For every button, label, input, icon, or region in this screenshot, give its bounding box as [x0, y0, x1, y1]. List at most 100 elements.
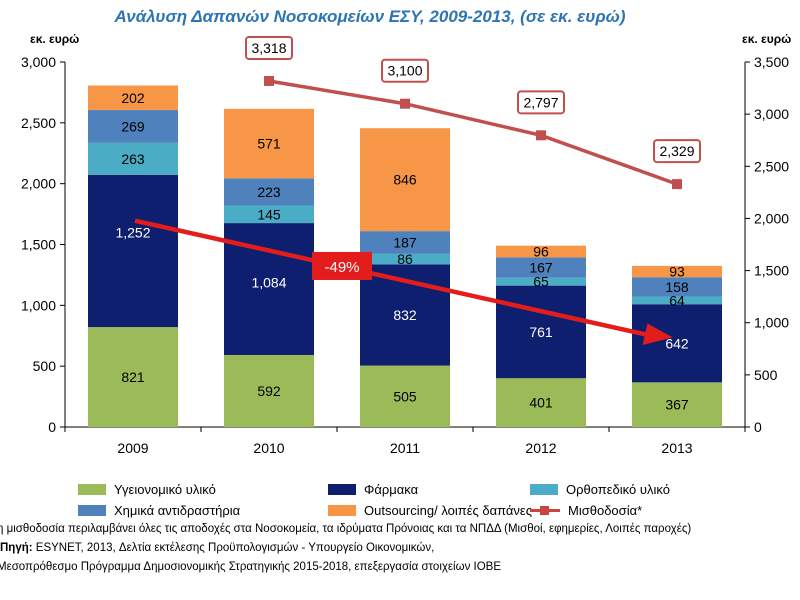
bar-data-label: 96: [533, 244, 549, 260]
y-tick-label-right: 3,000: [754, 106, 789, 122]
bar-data-label: 1,084: [251, 274, 286, 290]
bar-data-label: 167: [529, 260, 553, 276]
bar-data-label: 846: [393, 172, 417, 188]
payroll-marker: [536, 130, 546, 141]
bar-segment: [496, 378, 586, 427]
bar-data-label: 832: [393, 307, 417, 323]
bar-data-label: 86: [397, 251, 413, 267]
x-tick-label: 2010: [253, 440, 284, 456]
bar-segment: [496, 277, 586, 286]
legend-swatch: [328, 484, 356, 495]
bar-segment: [496, 245, 586, 258]
legend-label: Outsourcing/ λοιπές δαπάνες: [364, 503, 532, 518]
legend-swatch: [78, 505, 106, 516]
payroll-data-label-box: [517, 90, 565, 115]
bar-segment: [632, 265, 722, 278]
y-tick-label-right: 1,000: [754, 315, 789, 331]
payroll-data-label-box: [381, 58, 429, 83]
footnotes: η μισθοδοσία περιλαμβάνει όλες τις αποδο…: [0, 520, 800, 577]
bar-data-label: 401: [529, 395, 553, 411]
bar-segment: [88, 174, 178, 328]
bar-segment: [88, 85, 178, 111]
legend-item-medical-supplies: Υγειονομικό υλικό: [78, 482, 216, 497]
bar-segment: [360, 253, 450, 265]
legend-line-swatch: [530, 505, 560, 516]
decline-badge: [312, 251, 372, 280]
bar-data-label: 761: [529, 324, 553, 340]
bar-data-label: 269: [121, 118, 145, 134]
bar-segment: [360, 231, 450, 254]
x-tick-label: 2012: [525, 440, 556, 456]
bar-segment: [224, 108, 314, 179]
bar-segment: [632, 382, 722, 427]
bar-segment: [632, 296, 722, 305]
y-tick-label-left: 1,500: [21, 237, 56, 253]
bar-segment: [360, 365, 450, 427]
payroll-marker: [400, 98, 410, 109]
chart-svg: Ανάλυση Δαπανών Νοσοκομείων ΕΣΥ, 2009-20…: [21, 7, 791, 456]
y-tick-label-left: 2,500: [21, 115, 56, 131]
y-tick-label-right: 2,000: [754, 210, 789, 226]
bar-data-label: 505: [393, 388, 417, 404]
legend-label: Ορθοπεδικό υλικό: [566, 482, 670, 497]
bar-data-label: 187: [393, 234, 417, 250]
payroll-data-label: 3,100: [387, 63, 422, 79]
legend-item-reagents: Χημικά αντιδραστήρια: [78, 503, 240, 518]
y-tick-label-left: 0: [48, 419, 56, 435]
y-tick-label-right: 500: [754, 367, 778, 383]
bar-data-label: 592: [257, 383, 281, 399]
bar-segment: [88, 110, 178, 143]
legend: Υγειονομικό υλικό Φάρμακα Ορθοπεδικό υλι…: [60, 480, 800, 520]
bar-data-label: 145: [257, 206, 281, 222]
bar-data-label: 202: [121, 90, 145, 106]
payroll-data-label-box: [653, 139, 701, 164]
legend-label: Υγειονομικό υλικό: [114, 482, 216, 497]
bar-segment: [88, 327, 178, 427]
legend-label: Μισθοδοσία*: [568, 503, 643, 518]
payroll-data-label: 2,329: [659, 143, 694, 159]
y-tick-label-left: 3,000: [21, 54, 56, 70]
payroll-data-label-box: [245, 35, 293, 60]
y-tick-label-left: 500: [33, 358, 57, 374]
legend-item-outsourcing: Outsourcing/ λοιπές δαπάνες: [328, 503, 532, 518]
bar-data-label: 65: [533, 274, 549, 290]
legend-label: Φάρμακα: [364, 482, 419, 497]
bar-data-label: 223: [257, 184, 281, 200]
payroll-data-label: 3,318: [251, 40, 286, 56]
bar-segment: [360, 128, 450, 232]
legend-label: Χημικά αντιδραστήρια: [114, 503, 241, 518]
bar-data-label: 158: [665, 279, 689, 295]
bar-data-label: 571: [257, 136, 281, 152]
x-tick-label: 2013: [661, 440, 692, 456]
y-axis-right-label: εκ. ευρώ: [742, 32, 791, 46]
bar-segment: [88, 142, 178, 175]
source-prefix: Πηγή:: [0, 542, 33, 554]
legend-swatch: [78, 484, 106, 495]
payroll-marker: [672, 179, 682, 190]
y-tick-label-right: 1,500: [754, 263, 789, 279]
legend-swatch: [328, 505, 356, 516]
decline-arrow-head: [642, 323, 673, 346]
y-tick-label-right: 2,500: [754, 158, 789, 174]
footnote-payroll: η μισθοδοσία περιλαμβάνει όλες τις αποδο…: [0, 523, 692, 535]
bar-data-label: 64: [669, 292, 685, 308]
decline-arrow-shaft: [134, 218, 646, 337]
bar-data-label: 642: [665, 335, 689, 351]
legend-item-pharmaceuticals: Φάρμακα: [328, 482, 418, 497]
bar-data-label: 263: [121, 151, 145, 167]
payroll-data-label: 2,797: [523, 94, 558, 110]
bar-segment: [224, 354, 314, 427]
decline-label: -49%: [324, 259, 359, 276]
legend-swatch: [530, 484, 558, 495]
x-tick-label: 2011: [390, 440, 420, 456]
bar-segment: [224, 178, 314, 206]
y-axis-left-label: εκ. ευρώ: [30, 32, 79, 46]
bar-segment: [496, 285, 586, 379]
legend-item-payroll: Μισθοδοσία*: [530, 503, 642, 518]
bar-segment: [224, 205, 314, 224]
y-tick-label-right: 3,500: [754, 54, 789, 70]
bar-data-label: 821: [121, 369, 145, 385]
x-tick-label: 2009: [117, 440, 148, 456]
bar-data-label: 1,252: [115, 225, 150, 241]
source-text: ESYNET, 2013, Δελτία εκτέλεσης Προϋπολογ…: [32, 542, 435, 554]
